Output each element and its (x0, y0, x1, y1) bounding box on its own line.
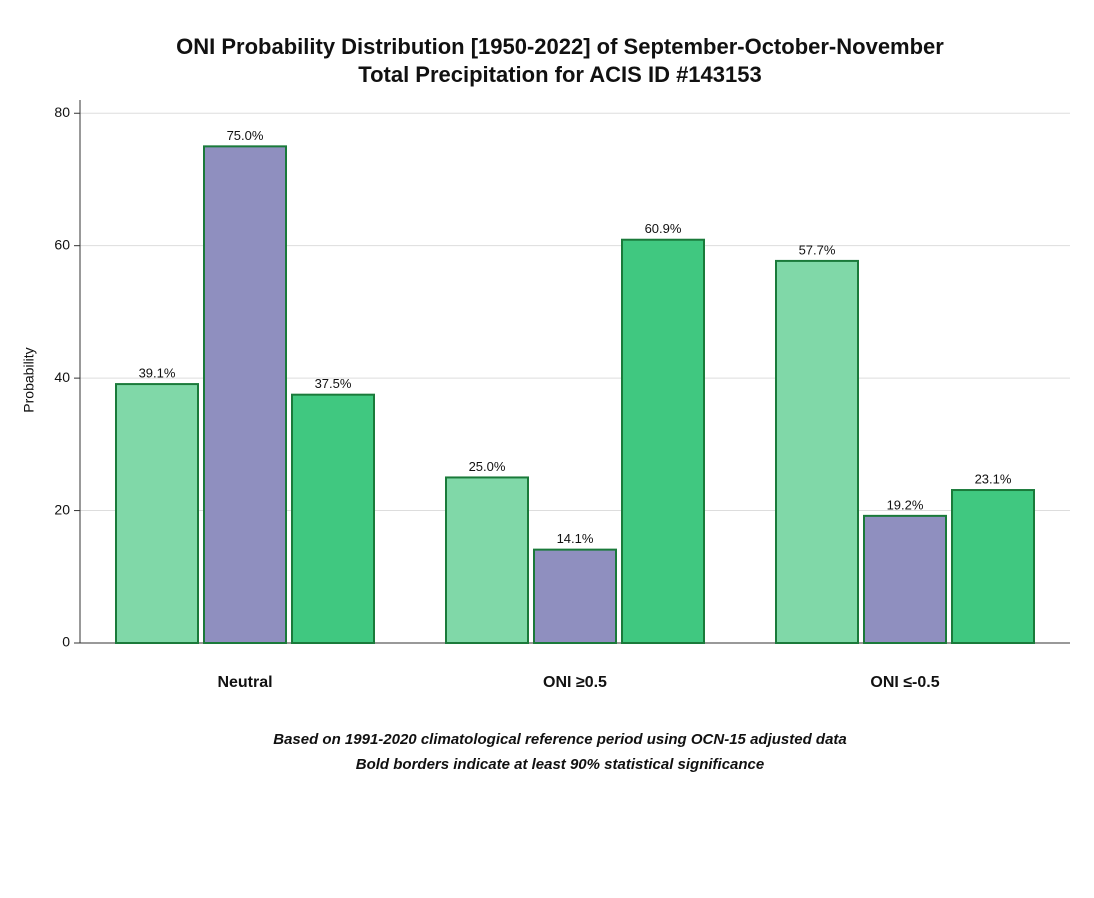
x-tick-label: Neutral (217, 674, 272, 691)
y-tick-label: 20 (54, 501, 70, 517)
bar (951, 489, 1035, 644)
x-tick-label: ONI ≤-0.5 (870, 674, 939, 691)
bar (533, 548, 617, 645)
value-label: 75.0% (227, 128, 264, 143)
bar (203, 145, 287, 644)
y-tick-label: 0 (62, 634, 70, 650)
value-label: 19.2% (887, 497, 924, 512)
value-label: 57.7% (799, 242, 836, 257)
chart-title: ONI Probability Distribution [1950-2022]… (176, 34, 944, 59)
x-tick-label: ONI ≥0.5 (543, 674, 607, 691)
footnote: Based on 1991-2020 climatological refere… (273, 731, 847, 748)
footnote: Bold borders indicate at least 90% stati… (356, 756, 764, 773)
y-axis-label: Probability (21, 347, 37, 412)
bar (621, 238, 705, 644)
bar (445, 476, 529, 645)
y-tick-label: 40 (54, 369, 70, 385)
value-label: 39.1% (139, 366, 176, 381)
value-label: 14.1% (557, 531, 594, 546)
bar (863, 514, 947, 644)
value-label: 60.9% (645, 221, 682, 236)
y-tick-label: 60 (54, 236, 70, 252)
y-tick-label: 80 (54, 104, 70, 120)
bar (115, 383, 199, 644)
value-label: 37.5% (315, 376, 352, 391)
bar (291, 393, 375, 644)
bar (775, 259, 859, 644)
chart-subtitle: Total Precipitation for ACIS ID #143153 (358, 62, 761, 87)
value-label: 23.1% (975, 471, 1012, 486)
value-label: 25.0% (469, 459, 506, 474)
